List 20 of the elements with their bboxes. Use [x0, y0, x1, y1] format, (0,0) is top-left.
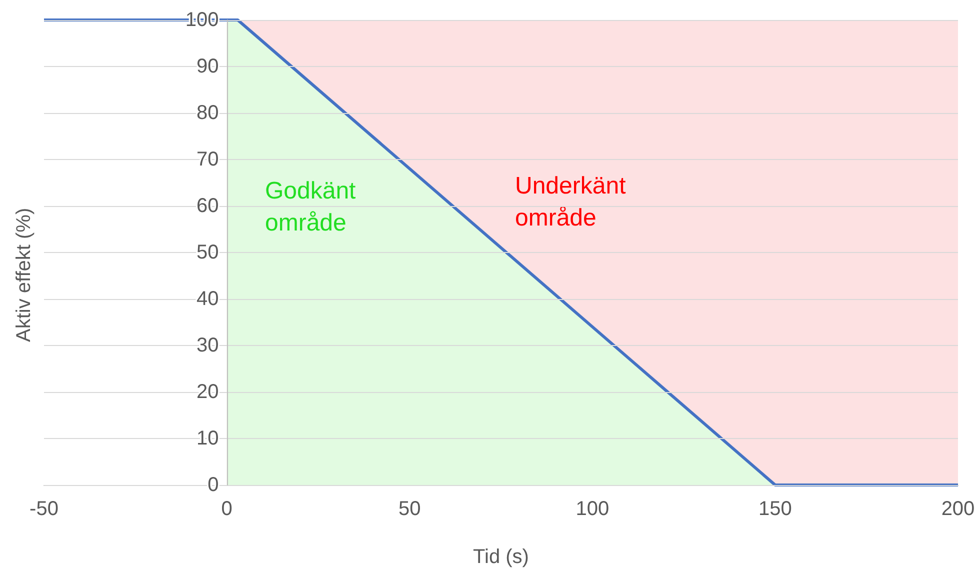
x-tick-label: 0 [221, 498, 232, 520]
y-tick-label: 90 [196, 56, 219, 78]
y-tick-label: 60 [196, 195, 219, 217]
x-tick-label: 100 [576, 498, 610, 520]
x-tick-label: 150 [758, 498, 792, 520]
x-tick-label: 200 [941, 498, 975, 520]
y-tick-label: 20 [196, 381, 219, 403]
x-tick-label: -50 [30, 498, 58, 520]
annotation: Underkänt område [515, 172, 626, 232]
y-tick-label: 40 [196, 288, 219, 310]
y-tick-label: 80 [196, 102, 219, 124]
y-tick-label: 30 [196, 334, 219, 356]
x-tick-label: 50 [398, 498, 421, 520]
x-axis-title: Tid (s) [473, 546, 529, 568]
y-tick-label: 50 [196, 242, 219, 264]
y-tick-label: 0 [208, 474, 219, 496]
y-tick-label: 70 [196, 148, 219, 170]
y-axis-title: Aktiv effekt (%) [13, 208, 35, 342]
y-tick-label: 10 [196, 428, 219, 450]
annotation: Godkänt område [265, 178, 356, 236]
